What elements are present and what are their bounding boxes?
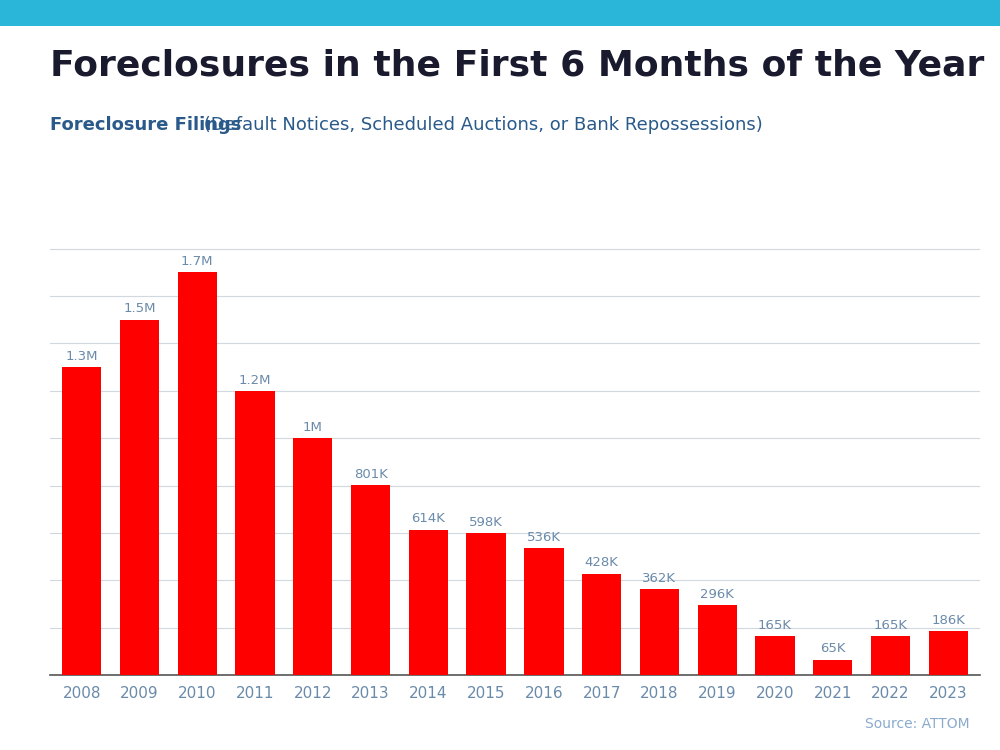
Text: Foreclosures in the First 6 Months of the Year: Foreclosures in the First 6 Months of th… (50, 49, 984, 82)
Bar (235, 391, 275, 675)
Bar (120, 320, 159, 675)
Text: (Default Notices, Scheduled Auctions, or Bank Repossessions): (Default Notices, Scheduled Auctions, or… (198, 116, 763, 134)
Text: 536K: 536K (527, 531, 561, 544)
Text: 1M: 1M (303, 421, 323, 434)
Bar (293, 438, 332, 675)
Bar (62, 367, 101, 675)
Text: 186K: 186K (931, 614, 965, 627)
Bar (698, 605, 737, 675)
Text: 1.7M: 1.7M (181, 255, 214, 268)
Bar (640, 590, 679, 675)
Text: 296K: 296K (700, 588, 734, 601)
Bar (755, 636, 795, 675)
Bar (409, 530, 448, 675)
Bar (929, 631, 968, 675)
Text: 1.5M: 1.5M (123, 302, 156, 316)
Bar (466, 533, 506, 675)
Text: Source: ATTOM: Source: ATTOM (865, 717, 970, 731)
Text: 614K: 614K (411, 512, 445, 525)
Text: 1.3M: 1.3M (66, 350, 98, 363)
Bar (524, 548, 564, 675)
Text: 598K: 598K (469, 516, 503, 529)
Bar (582, 574, 621, 675)
Text: Foreclosure Filings: Foreclosure Filings (50, 116, 241, 134)
Text: 65K: 65K (820, 642, 845, 656)
Text: 428K: 428K (585, 556, 619, 569)
Bar (871, 636, 910, 675)
Text: 165K: 165K (758, 619, 792, 632)
Bar (178, 272, 217, 675)
Text: 362K: 362K (642, 572, 676, 585)
Bar (351, 485, 390, 675)
Bar (813, 659, 852, 675)
Text: 165K: 165K (873, 619, 907, 632)
Text: 801K: 801K (354, 468, 388, 481)
Text: 1.2M: 1.2M (239, 374, 271, 386)
